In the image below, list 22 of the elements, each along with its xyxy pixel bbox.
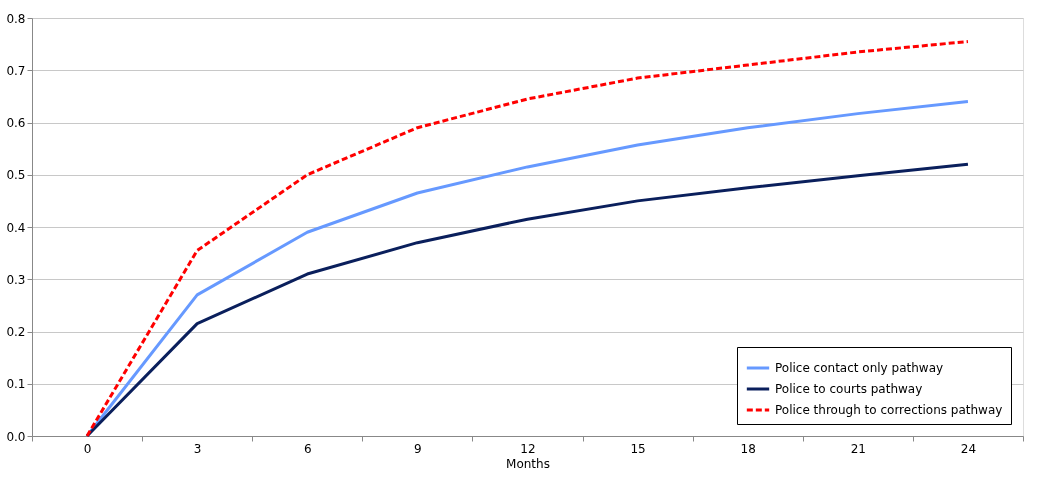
y-tick-label: 0.5	[6, 168, 26, 183]
x-tick-label: 9	[414, 441, 422, 456]
legend-label: Police through to corrections pathway	[775, 403, 1003, 417]
x-tick-label: 6	[303, 441, 312, 456]
x-tick-label: 12	[520, 441, 536, 456]
y-tick-label: 0.3	[6, 272, 26, 287]
x-tick-label: 24	[960, 441, 977, 456]
legend-label: Police contact only pathway	[775, 361, 944, 375]
y-tick-label: 0.0	[6, 429, 26, 444]
x-tick-label: 21	[850, 441, 866, 456]
y-tick-label: 0.2	[6, 325, 26, 339]
y-tick-label: 0.1	[6, 377, 26, 392]
y-tick-label: 0.4	[6, 220, 26, 235]
y-tick-label: 0.7	[6, 63, 26, 78]
legend-label: Police to courts pathway	[775, 382, 923, 396]
x-tick-label: 3	[193, 441, 202, 456]
x-tick-label: 18	[740, 441, 756, 456]
y-tick-label: 0.8	[6, 11, 26, 26]
x-tick-label: 0	[83, 441, 92, 456]
x-tick-label: 15	[630, 441, 646, 456]
x-axis-title: Months	[506, 456, 550, 471]
y-tick-label: 0.6	[6, 116, 26, 130]
